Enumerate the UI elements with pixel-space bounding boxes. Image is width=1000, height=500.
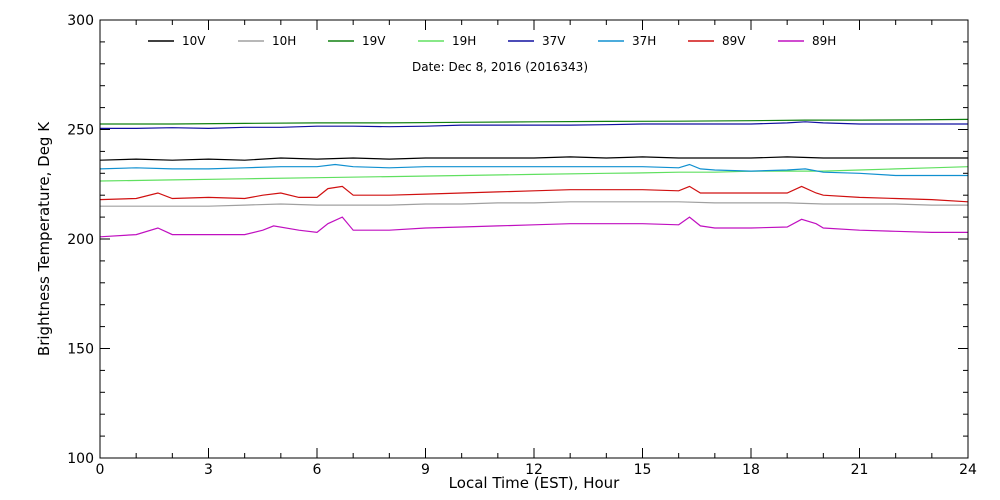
series-line-37h xyxy=(99,163,968,177)
x-tick-label: 12 xyxy=(525,462,543,478)
x-tick-label: 3 xyxy=(204,462,213,478)
x-tick-label: 15 xyxy=(634,462,652,478)
series-line-89v xyxy=(99,185,969,203)
x-tick-label: 9 xyxy=(421,462,430,478)
y-tick-label: 200 xyxy=(67,232,94,248)
legend-label-10h: 10H xyxy=(272,34,296,48)
y-tick-label: 100 xyxy=(67,451,94,467)
x-tick-label: 6 xyxy=(313,462,322,478)
date-annotation: Date: Dec 8, 2016 (2016343) xyxy=(412,60,588,74)
y-axis-label: Brightness Temperature, Deg K xyxy=(35,121,53,356)
legend-label-37v: 37V xyxy=(542,34,566,48)
ticks-layer: 0 3 6 9 12 15 18 21 24 100 150 200 250 300 xyxy=(67,13,977,478)
plot-frame xyxy=(99,19,969,459)
y-tick-label: 250 xyxy=(67,123,94,139)
x-axis-label: Local Time (EST), Hour xyxy=(449,474,620,492)
legend-label-19v: 19V xyxy=(362,34,386,48)
legend-label-89v: 89V xyxy=(722,34,746,48)
legend: 10V 10H 19V 19H 37V 37H 89V 89H xyxy=(148,34,836,48)
legend-label-89h: 89H xyxy=(812,34,836,48)
legend-label-19h: 19H xyxy=(452,34,476,48)
legend-label-37h: 37H xyxy=(632,34,656,48)
series-line-37v xyxy=(100,121,968,130)
series-line-19h xyxy=(99,166,969,182)
series-line-10h xyxy=(100,201,968,207)
y-tick-label: 300 xyxy=(67,13,94,29)
x-tick-label: 24 xyxy=(959,462,977,478)
x-tick-label: 21 xyxy=(851,462,869,478)
series-layer xyxy=(99,118,969,238)
series-line-89h xyxy=(99,216,968,238)
legend-label-10v: 10V xyxy=(182,34,206,48)
y-tick-label: 150 xyxy=(67,342,94,358)
x-tick-label: 0 xyxy=(96,462,105,478)
series-line-19v xyxy=(100,118,969,125)
x-tick-label: 18 xyxy=(742,462,760,478)
series-line-10v xyxy=(99,156,968,161)
